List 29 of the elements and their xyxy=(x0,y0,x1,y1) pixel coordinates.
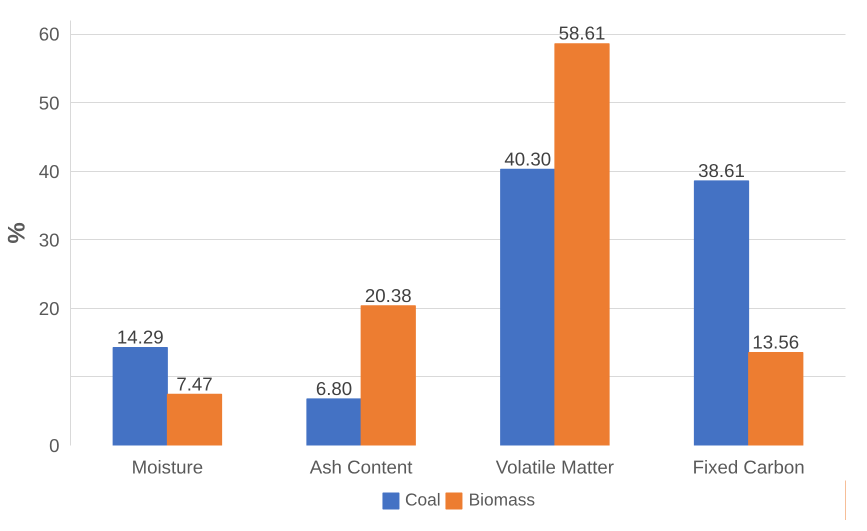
y-tick-label: 20 xyxy=(38,298,60,319)
bar xyxy=(306,398,362,446)
x-tick-label: Ash Content xyxy=(310,456,414,478)
bar xyxy=(500,168,556,446)
x-tick-label: Fixed Carbon xyxy=(692,456,805,478)
bar xyxy=(748,352,804,446)
data-label: 13.56 xyxy=(752,332,800,353)
data-label: 7.47 xyxy=(176,373,213,394)
data-label: 38.61 xyxy=(698,160,745,181)
y-tick-label: 30 xyxy=(38,229,60,250)
y-axis-title: % xyxy=(4,222,31,244)
y-tick-label: 60 xyxy=(38,24,60,45)
y-tick-label: 40 xyxy=(38,160,60,182)
data-label: 40.30 xyxy=(504,148,552,170)
bar xyxy=(554,43,610,446)
bar xyxy=(694,180,750,446)
bar xyxy=(112,347,168,446)
data-label: 6.80 xyxy=(316,378,352,399)
x-tick-label: Moisture xyxy=(132,456,204,478)
data-label: 58.61 xyxy=(558,22,606,44)
legend-label: Coal xyxy=(404,490,441,510)
y-tick-label: 50 xyxy=(38,92,60,114)
y-tick-label: 0 xyxy=(49,435,60,456)
bar xyxy=(166,394,222,446)
legend-label: Biomass xyxy=(468,490,536,510)
x-tick-label: Volatile Matter xyxy=(496,456,614,478)
data-label: 14.29 xyxy=(116,326,164,348)
data-label: 20.38 xyxy=(364,284,412,306)
bar xyxy=(360,305,416,446)
